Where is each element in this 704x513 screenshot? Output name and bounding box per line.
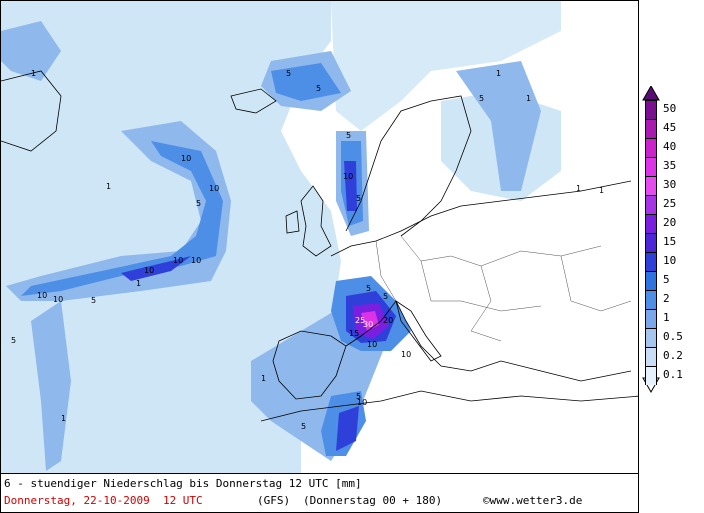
svg-text:1: 1	[136, 279, 141, 288]
svg-text:10: 10	[181, 154, 191, 163]
svg-text:5: 5	[356, 392, 361, 401]
map-panel: 10 10 5 10 10 10 10 10 5 1 1 5 5 5 10 5 …	[0, 0, 639, 474]
valid-date: Donnerstag, 22-10-2009 12 UTC	[4, 494, 203, 507]
svg-text:5: 5	[196, 199, 201, 208]
svg-text:5: 5	[91, 296, 96, 305]
copyright-link[interactable]: ©www.wetter3.de	[483, 494, 583, 507]
legend-swatch	[645, 290, 657, 309]
svg-text:10: 10	[343, 172, 353, 181]
legend-swatch	[645, 271, 657, 290]
legend-label: 20	[663, 216, 677, 229]
precip-field-north-light	[331, 1, 561, 131]
legend-top-arrow	[642, 86, 660, 101]
svg-text:1: 1	[526, 94, 531, 103]
svg-text:10: 10	[53, 295, 63, 304]
svg-text:25: 25	[355, 316, 365, 325]
svg-text:10: 10	[37, 291, 47, 300]
precip-field-10mm-b	[344, 161, 357, 211]
svg-text:10: 10	[401, 350, 411, 359]
coastlines	[1, 70, 638, 422]
legend-swatch	[645, 347, 657, 366]
legend-label: 35	[663, 159, 677, 172]
svg-text:10: 10	[357, 398, 367, 407]
legend-label: 15	[663, 235, 677, 248]
legend-swatch	[645, 309, 657, 328]
svg-text:10: 10	[144, 266, 154, 275]
map-title: 6 - stuendiger Niederschlag bis Donnerst…	[4, 477, 362, 490]
legend-label: 40	[663, 140, 677, 153]
svg-text:1: 1	[576, 184, 581, 193]
precip-field-10mm-d	[336, 406, 359, 451]
svg-text:5: 5	[11, 336, 16, 345]
legend-label: 50	[663, 102, 677, 115]
legend-swatch	[645, 252, 657, 271]
precipitation-map: 10 10 5 10 10 10 10 10 5 1 1 5 5 5 10 5 …	[1, 1, 638, 473]
legend-label: 0.2	[663, 349, 683, 362]
svg-text:30: 30	[363, 320, 373, 329]
svg-text:1: 1	[106, 182, 111, 191]
svg-text:1: 1	[61, 414, 66, 423]
svg-text:5: 5	[479, 94, 484, 103]
svg-text:1: 1	[261, 374, 266, 383]
legend-swatch	[645, 157, 657, 176]
svg-text:5: 5	[346, 131, 351, 140]
precip-field-5mm	[21, 141, 223, 296]
svg-text:5: 5	[383, 292, 388, 301]
svg-text:10: 10	[191, 256, 201, 265]
legend-label: 1	[663, 311, 670, 324]
legend-label: 10	[663, 254, 677, 267]
svg-text:1: 1	[599, 186, 604, 195]
svg-text:10: 10	[367, 340, 377, 349]
precip-field-1mm-g	[456, 61, 541, 191]
svg-text:15: 15	[349, 329, 359, 338]
legend-label: 30	[663, 178, 677, 191]
legend-label: 5	[663, 273, 670, 286]
legend-swatch	[645, 233, 657, 252]
precip-field-1mm-b	[1, 21, 61, 81]
precipitation-legend: 50 45 40 35 30 25 20 15 10 5 2 1 0.5 0.2 0.1	[641, 86, 703, 396]
model-run: (Donnerstag 00 + 180)	[303, 494, 443, 507]
precip-field-5mm-e	[271, 63, 341, 101]
svg-text:5: 5	[366, 284, 371, 293]
country-borders	[375, 235, 632, 342]
svg-text:20: 20	[383, 316, 393, 325]
legend-label: 0.5	[663, 330, 683, 343]
svg-text:1: 1	[496, 69, 501, 78]
model-name: (GFS)	[257, 494, 291, 507]
legend-swatch	[645, 119, 657, 138]
legend-swatch	[645, 195, 657, 214]
legend-swatch	[645, 138, 657, 157]
svg-text:5: 5	[316, 84, 321, 93]
legend-swatch	[645, 100, 657, 119]
precip-field-atlantic-light	[1, 1, 341, 473]
contour-labels: 10 10 5 10 10 10 10 10 5 1 1 5 5 5 10 5 …	[11, 69, 604, 431]
svg-text:5: 5	[286, 69, 291, 78]
svg-text:10: 10	[209, 184, 219, 193]
legend-label: 45	[663, 121, 677, 134]
svg-text:5: 5	[356, 194, 361, 203]
legend-label: 25	[663, 197, 677, 210]
svg-text:1: 1	[31, 69, 36, 78]
legend-swatch	[645, 176, 657, 195]
legend-swatch	[645, 328, 657, 347]
map-footer: 6 - stuendiger Niederschlag bis Donnerst…	[0, 474, 639, 513]
legend-label: 2	[663, 292, 670, 305]
legend-swatch	[645, 366, 657, 385]
legend-swatch	[645, 214, 657, 233]
svg-text:5: 5	[301, 422, 306, 431]
legend-label: 0.1	[663, 368, 683, 381]
precip-field-10mm	[121, 256, 191, 281]
svg-text:10: 10	[173, 256, 183, 265]
precip-field-1mm-f	[31, 301, 71, 471]
